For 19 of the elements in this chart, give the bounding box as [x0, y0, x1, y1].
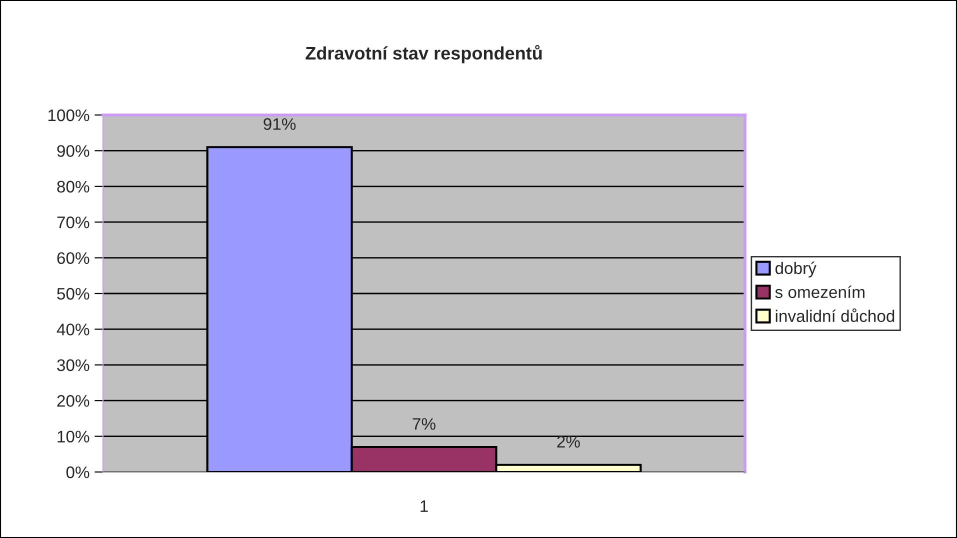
- y-tick-label: 90%: [57, 145, 90, 157]
- chart-title: Zdravotní stav respondentů: [306, 44, 542, 64]
- legend-label: dobrý: [775, 262, 816, 278]
- y-tick-label: 70%: [57, 216, 90, 228]
- y-tick-label: 100%: [48, 109, 90, 122]
- y-tick-label: 40%: [56, 324, 90, 336]
- legend-label: invalidní důchod: [776, 308, 894, 322]
- data-label: 2%: [557, 436, 580, 448]
- y-tick-label: 20%: [57, 395, 90, 407]
- legend-label: s omezením: [775, 286, 864, 298]
- y-tick-label: 80%: [57, 180, 90, 193]
- y-tick-label: 30%: [57, 359, 90, 372]
- data-label: 7%: [412, 418, 436, 430]
- data-label: 91%: [264, 118, 296, 130]
- y-tick-label: 0%: [66, 466, 90, 478]
- y-tick-label: 10%: [58, 430, 90, 443]
- y-tick-label: 60%: [57, 252, 90, 264]
- x-tick-label: 1: [420, 500, 428, 512]
- y-tick-label: 50%: [57, 288, 90, 300]
